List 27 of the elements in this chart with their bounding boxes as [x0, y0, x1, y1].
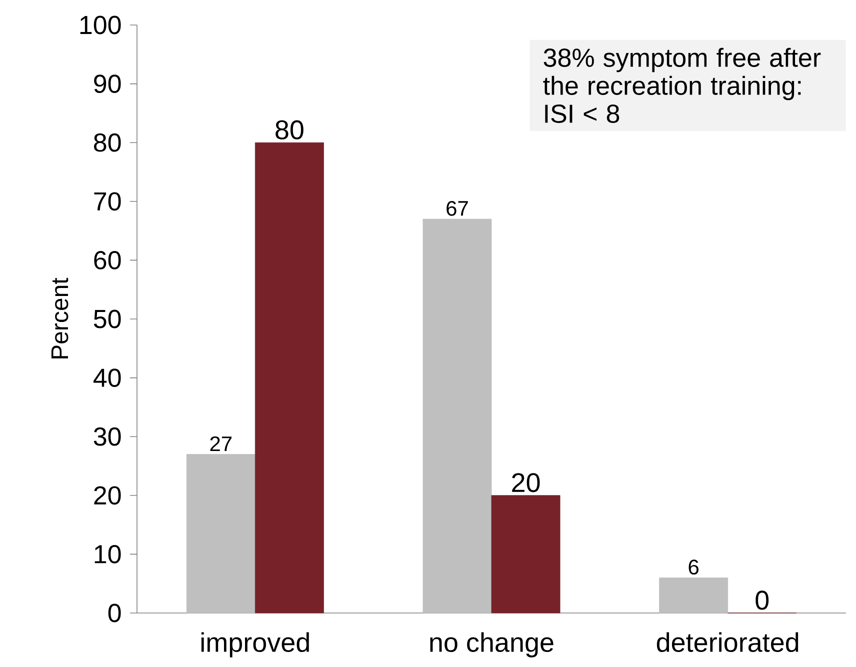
y-tick-label: 0	[108, 604, 121, 622]
y-axis-title: Percent	[51, 278, 68, 358]
x-tick-label: no change	[430, 632, 554, 658]
y-tick-label: 90	[94, 74, 121, 93]
y-tick-label: 40	[93, 368, 121, 387]
y-tick-label: 60	[94, 250, 121, 270]
y-tick-label: 30	[94, 427, 121, 446]
bar	[491, 495, 560, 614]
x-tick-label: improved	[201, 632, 309, 658]
bar	[186, 454, 256, 614]
data-label: 67	[446, 200, 468, 216]
y-tick-label: 100	[80, 16, 121, 34]
data-label: 20	[512, 473, 540, 492]
annotation: 38% symptom free after the recreation training: ISI < 8	[543, 48, 821, 123]
bar	[422, 218, 492, 614]
y-tick-label: 20	[94, 486, 121, 505]
y-tick-label: 50	[94, 310, 121, 328]
y-tick-label: 70	[94, 192, 121, 211]
data-label: 0	[756, 590, 769, 610]
data-label: 6	[688, 560, 698, 575]
data-label: 27	[210, 436, 232, 452]
data-label: 80	[276, 120, 304, 140]
x-tick-label: deteriorated	[656, 632, 798, 652]
y-tick-label: 10	[94, 544, 121, 564]
bar	[659, 578, 728, 614]
bar	[254, 142, 324, 614]
y-tick-label: 80	[94, 133, 121, 152]
